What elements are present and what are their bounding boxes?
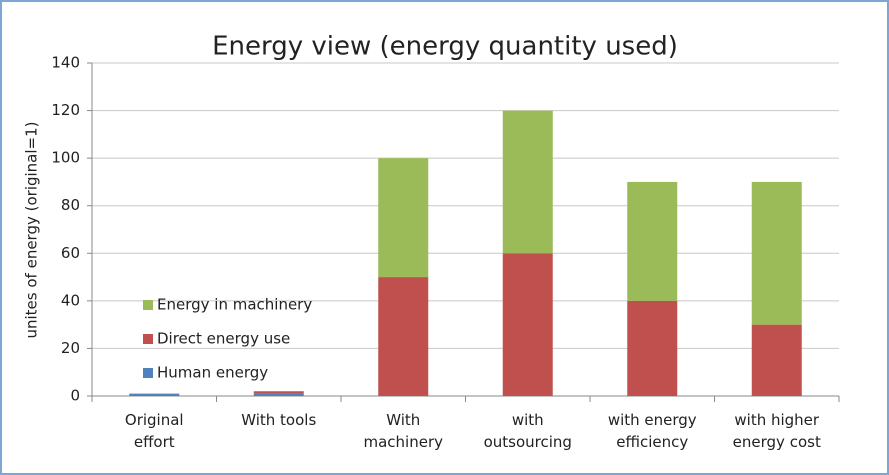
bar-segment bbox=[378, 158, 429, 278]
legend-swatch bbox=[143, 300, 153, 310]
y-tick-label: 100 bbox=[51, 149, 80, 167]
bar-segment bbox=[129, 393, 180, 396]
bar-segment bbox=[378, 277, 429, 396]
legend-label: Human energy bbox=[157, 364, 268, 382]
y-axis-label: unites of energy (original=1) bbox=[23, 121, 41, 338]
x-tick-label-line: With bbox=[386, 411, 420, 429]
y-tick-label: 80 bbox=[61, 196, 80, 214]
x-tick-label-line: efficiency bbox=[616, 433, 688, 451]
y-tick-label: 140 bbox=[51, 54, 80, 72]
y-tick-label: 40 bbox=[61, 291, 80, 309]
bar-segment bbox=[253, 393, 304, 396]
chart-title: Energy view (energy quantity used) bbox=[212, 32, 678, 62]
x-tick-label-line: energy cost bbox=[733, 433, 821, 451]
legend-swatch bbox=[143, 334, 153, 344]
bar-segment bbox=[627, 181, 678, 301]
legend-label: Direct energy use bbox=[157, 330, 290, 348]
y-tick-label: 60 bbox=[61, 244, 80, 262]
x-tick-label-line: with higher bbox=[734, 411, 820, 429]
x-tick-label: with energy efficiency bbox=[608, 411, 697, 451]
y-tick-label: 0 bbox=[70, 387, 80, 405]
x-tick-label-line: outsourcing bbox=[484, 433, 572, 451]
y-tick-label: 120 bbox=[51, 101, 80, 119]
legend-swatch bbox=[143, 368, 153, 378]
x-tick-label-line: With tools bbox=[241, 411, 316, 429]
bar-segment bbox=[751, 324, 802, 396]
bar-segment bbox=[627, 300, 678, 396]
bar-segment bbox=[751, 181, 802, 325]
bar-segment bbox=[502, 110, 553, 254]
x-tick-label: with outsourcing bbox=[484, 411, 572, 451]
x-tick-label-line: machinery bbox=[363, 433, 443, 451]
bar-segment bbox=[253, 391, 304, 394]
x-tick-label-line: effort bbox=[134, 433, 175, 451]
y-tick-label: 20 bbox=[61, 339, 80, 357]
legend-label: Energy in machinery bbox=[157, 296, 312, 314]
x-tick-label-line: with energy bbox=[608, 411, 697, 429]
x-tick-label-line: with bbox=[512, 411, 544, 429]
x-tick-label: With machinery bbox=[363, 411, 443, 451]
x-tick-label: Original effort bbox=[125, 411, 184, 451]
bar-segment bbox=[502, 253, 553, 396]
x-tick-label-line: Original bbox=[125, 411, 184, 429]
x-tick-label: with higher energy cost bbox=[733, 411, 821, 451]
x-tick-label: With tools bbox=[241, 411, 316, 429]
